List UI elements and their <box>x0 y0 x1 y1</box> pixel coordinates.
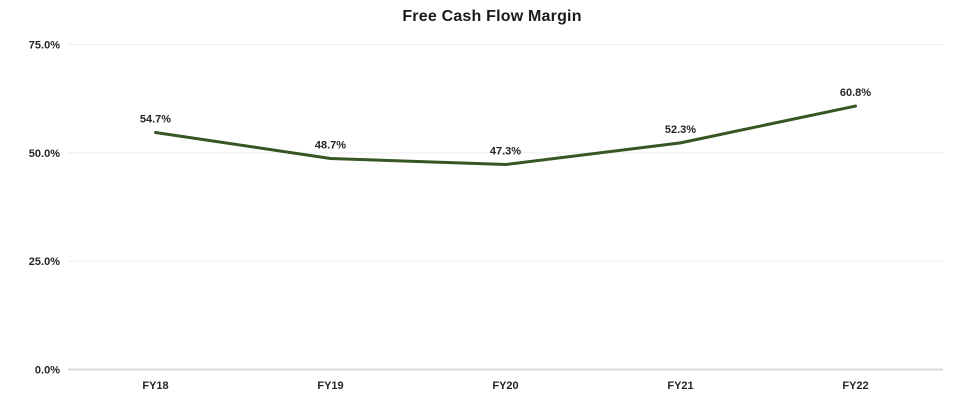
data-point-label: 60.8% <box>840 87 871 99</box>
y-axis-tick-label: 25.0% <box>29 256 60 268</box>
data-point-label: 52.3% <box>665 124 696 136</box>
x-axis-category-label: FY18 <box>142 380 168 392</box>
x-axis-category-label: FY22 <box>842 380 868 392</box>
data-series-line <box>154 104 857 167</box>
data-point-label: 48.7% <box>315 139 346 151</box>
y-axis-tick-label: 0.0% <box>35 365 60 377</box>
y-axis-tick-label: 75.0% <box>29 40 60 52</box>
y-axis-tick-label: 50.0% <box>29 148 60 160</box>
x-axis-category-label: FY20 <box>492 380 518 392</box>
x-axis-category-label: FY19 <box>317 380 343 392</box>
data-point-label: 54.7% <box>140 113 171 125</box>
x-axis-category-label: FY21 <box>667 380 693 392</box>
data-point-label: 47.3% <box>490 146 521 158</box>
chart-title: Free Cash Flow Margin <box>402 8 582 25</box>
